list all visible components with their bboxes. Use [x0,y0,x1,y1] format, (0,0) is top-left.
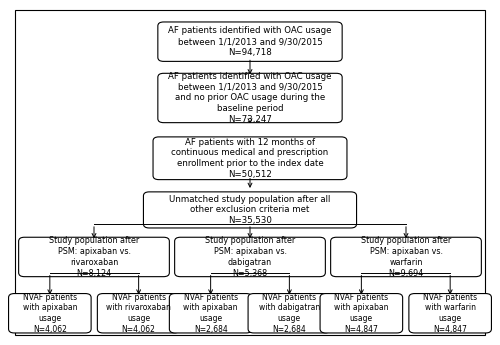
Text: Unmatched study population after all
other exclusion criteria met
N=35,530: Unmatched study population after all oth… [170,195,330,225]
Text: AF patients with 12 months of
continuous medical and prescription
enrollment pri: AF patients with 12 months of continuous… [172,138,328,179]
FancyBboxPatch shape [18,237,170,277]
FancyBboxPatch shape [174,237,326,277]
FancyBboxPatch shape [409,294,492,333]
FancyBboxPatch shape [8,294,91,333]
FancyBboxPatch shape [98,294,180,333]
Text: NVAF patients
with rivaroxaban
usage
N=4,062: NVAF patients with rivaroxaban usage N=4… [106,293,171,334]
Text: NVAF patients
with apixaban
usage
N=4,847: NVAF patients with apixaban usage N=4,84… [334,293,388,334]
Text: NVAF patients
with apixaban
usage
N=4,062: NVAF patients with apixaban usage N=4,06… [22,293,77,334]
Text: AF patients identified with OAC usage
between 1/1/2013 and 9/30/2015
N=94,718: AF patients identified with OAC usage be… [168,27,332,57]
FancyBboxPatch shape [170,294,252,333]
Text: Study population after
PSM: apixaban vs.
warfarin
N=9,694: Study population after PSM: apixaban vs.… [361,236,451,278]
FancyBboxPatch shape [158,73,342,123]
Text: NVAF patients
with dabigatran
usage
N=2,684: NVAF patients with dabigatran usage N=2,… [258,293,320,334]
FancyBboxPatch shape [144,192,356,228]
Text: NVAF patients
with apixaban
usage
N=2,684: NVAF patients with apixaban usage N=2,68… [184,293,238,334]
FancyBboxPatch shape [330,237,482,277]
FancyBboxPatch shape [248,294,330,333]
Text: AF patients identified with OAC usage
between 1/1/2013 and 9/30/2015
and no prio: AF patients identified with OAC usage be… [168,72,332,124]
FancyBboxPatch shape [153,137,347,180]
Text: Study population after
PSM: apixaban vs.
dabigatran
N=5,368: Study population after PSM: apixaban vs.… [205,236,295,278]
Text: NVAF patients
with warfarin
usage
N=4,847: NVAF patients with warfarin usage N=4,84… [423,293,477,334]
FancyBboxPatch shape [158,22,342,61]
Text: Study population after
PSM: apixaban vs.
rivaroxaban
N=8,124: Study population after PSM: apixaban vs.… [49,236,139,278]
FancyBboxPatch shape [320,294,402,333]
